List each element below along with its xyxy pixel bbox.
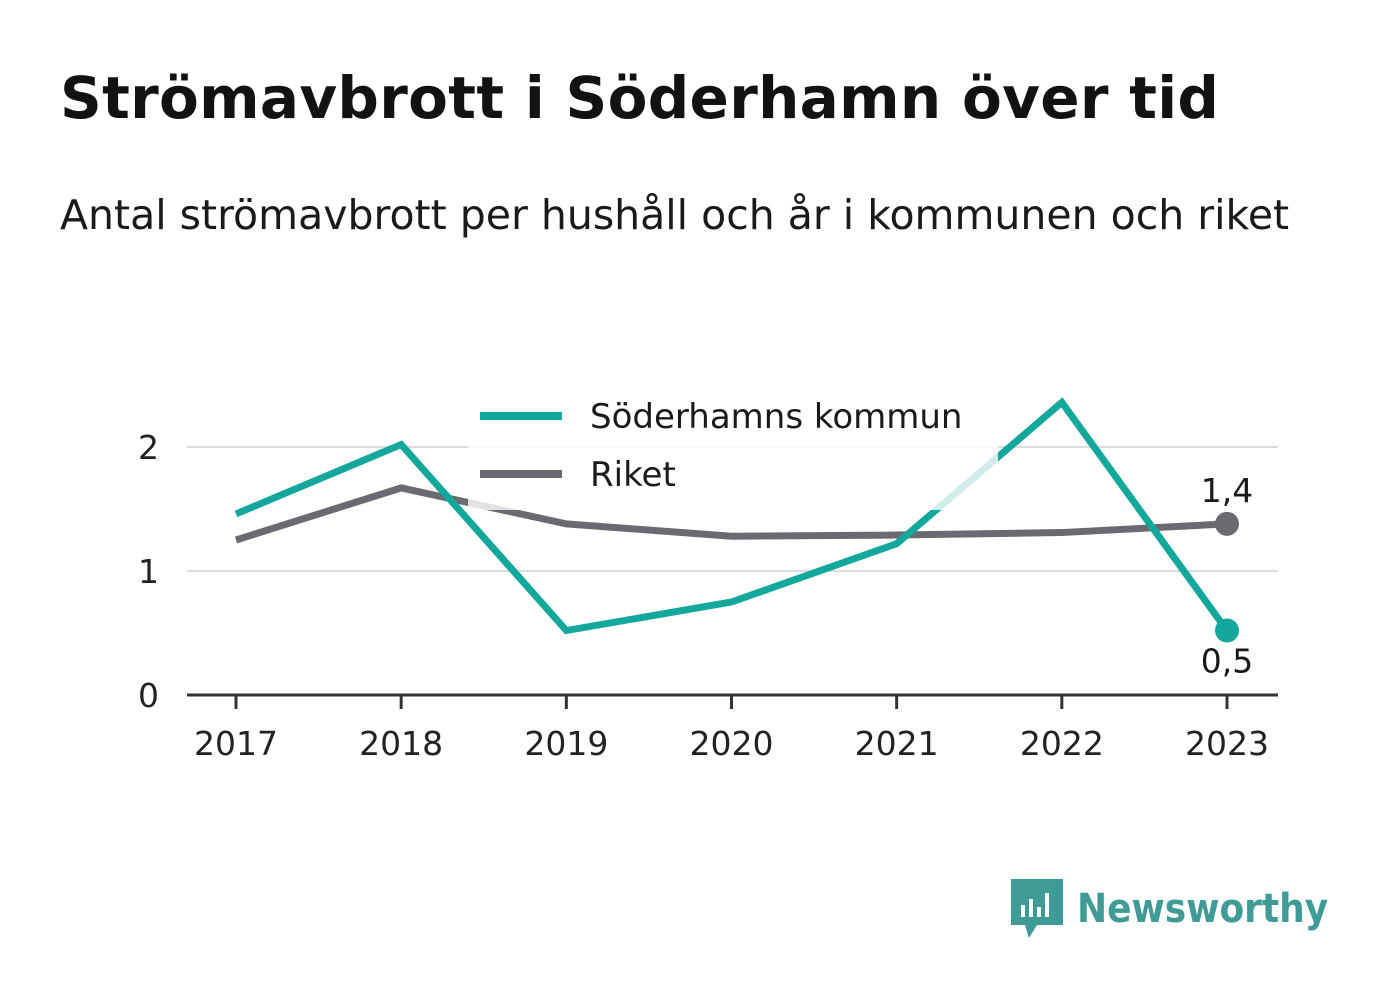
series-line-0 xyxy=(234,397,1230,635)
x-tick-label: 2018 xyxy=(359,724,443,763)
series-line-1 xyxy=(234,484,1228,544)
x-tick-label: 2017 xyxy=(194,724,278,763)
end-point-0 xyxy=(1215,618,1239,643)
x-tick-label: 2022 xyxy=(1020,724,1104,763)
end-point-1 xyxy=(1215,511,1239,536)
legend: Söderhamns kommun Riket xyxy=(468,392,998,510)
newsworthy-logo-icon xyxy=(1011,879,1063,938)
y-axis-ticks: 0 1 2 xyxy=(138,428,159,715)
newsworthy-logo: Newsworthy xyxy=(1011,879,1328,939)
legend-label-1: Riket xyxy=(590,455,676,495)
legend-label-0: Söderhamns kommun xyxy=(590,397,962,437)
end-label-soderhamn: 0,5 xyxy=(1201,642,1253,681)
end-label-riket: 1,4 xyxy=(1201,471,1253,510)
x-tick-label: 2020 xyxy=(690,724,774,763)
data-labels: 1,4 0,5 xyxy=(1201,471,1253,681)
y-tick-label: 0 xyxy=(138,676,159,715)
brand-name: Newsworthy xyxy=(1077,886,1329,932)
y-tick-label: 2 xyxy=(138,428,159,467)
legend-background xyxy=(468,392,998,510)
page-title: Strömavbrott i Söderhamn över tid xyxy=(60,64,1220,132)
chart-subtitle: Antal strömavbrott per hushåll och år i … xyxy=(60,191,1290,239)
y-tick-label: 1 xyxy=(138,552,159,591)
x-tick-label: 2021 xyxy=(855,724,939,763)
x-tick-label: 2023 xyxy=(1185,724,1269,763)
x-axis: 2017 2018 2019 2020 2021 2022 2023 xyxy=(187,693,1278,763)
x-tick-label: 2019 xyxy=(524,724,608,763)
series-lines xyxy=(234,397,1239,643)
